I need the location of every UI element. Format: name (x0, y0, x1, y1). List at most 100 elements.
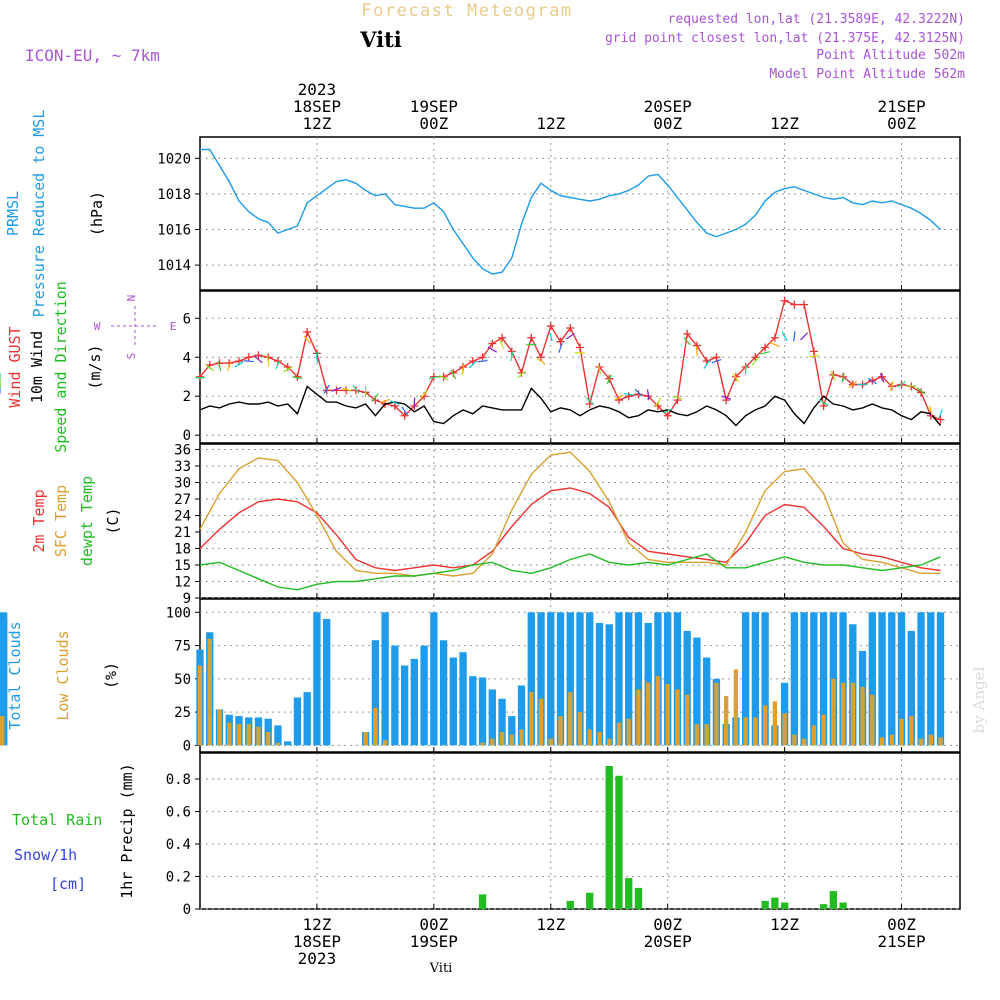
wind-direction-arrow (800, 332, 809, 341)
bar-total-clouds (284, 741, 292, 746)
bar-low-clouds (840, 682, 846, 746)
wind-direction-arrow (389, 400, 400, 405)
wind-direction-arrow (916, 387, 926, 395)
bar-total-clouds (907, 630, 915, 746)
bar-total-clouds (790, 612, 799, 746)
y-tick-label: 12 (174, 575, 191, 591)
bar-low-clouds (363, 732, 368, 746)
bar-low-clouds (207, 638, 212, 746)
bar-total-rain (615, 775, 623, 909)
wind-direction-arrow (234, 361, 244, 368)
gust-point (390, 401, 399, 410)
bar-total-clouds (0, 612, 8, 746)
bar-total-rain (634, 887, 643, 909)
wind-direction-arrow (380, 398, 391, 403)
gust-point (254, 351, 263, 360)
panel-frame (199, 443, 961, 599)
gust-point (576, 343, 584, 352)
bar-low-clouds (801, 738, 807, 746)
gust-point (478, 353, 487, 362)
wind-direction-arrow (536, 357, 546, 365)
bar-low-clouds (480, 742, 485, 746)
bar-total-clouds (303, 692, 311, 746)
bottom-time-label: 00Z (419, 915, 448, 934)
gust-point (624, 392, 633, 401)
bar-total-clouds (323, 618, 331, 746)
y-tick-label: 1016 (157, 223, 191, 239)
bar-low-clouds (723, 696, 729, 746)
bar-total-clouds (634, 612, 643, 746)
bar-low-clouds (266, 732, 271, 746)
requested-coords: requested lon,lat (21.3589E, 42.3222N) (668, 12, 965, 27)
bottom-time-label: 2023 (298, 949, 337, 968)
wind-direction-arrow (275, 359, 281, 370)
y-tick-label: 75 (174, 639, 191, 655)
series-line-10m-wind (199, 385, 942, 427)
bar-total-clouds (488, 689, 496, 746)
y-axis-label: PRMSL (4, 191, 22, 236)
wind-direction-arrow (468, 360, 477, 369)
bar-low-clouds (899, 718, 904, 746)
bar-total-rain (478, 894, 487, 909)
bar-total-clouds (605, 624, 613, 746)
series-line-2m-temp (199, 487, 941, 572)
wind-direction-arrow (623, 392, 634, 396)
wind-direction-arrow (703, 359, 710, 369)
bar-total-clouds (410, 658, 419, 746)
y-tick-label: 2 (183, 389, 191, 405)
gust-point (780, 296, 789, 305)
bar-low-clouds (256, 726, 261, 746)
bar-low-clouds (636, 689, 641, 746)
bar-total-clouds (936, 612, 945, 746)
y-tick-label: 6 (183, 311, 191, 327)
wind-direction-arrow (371, 393, 379, 402)
model-label: ICON-EU, ~ 7km (25, 46, 160, 65)
chart-title: Forecast Meteogram (361, 1, 572, 21)
wind-direction-arrow (879, 372, 885, 383)
bar-total-clouds (469, 676, 477, 746)
series-line-prmsl (200, 148, 941, 275)
bar-total-clouds (556, 612, 565, 746)
bar-total-clouds (917, 612, 925, 746)
gust-point (809, 347, 818, 356)
grid-point-coords: grid point closest lon,lat (21.375E, 42.… (605, 31, 965, 46)
wind-direction-arrow (517, 370, 526, 379)
bar-low-clouds (587, 729, 592, 746)
bar-total-clouds (897, 612, 906, 746)
gust-point (537, 353, 546, 362)
bar-total-clouds (313, 612, 321, 746)
wind-direction-arrow (585, 397, 594, 405)
wind-direction-arrow (292, 376, 303, 380)
bar-low-clouds (918, 738, 924, 746)
bar-low-clouds (675, 689, 680, 746)
bar-low-clouds (236, 724, 242, 746)
bar-total-rain (780, 902, 789, 909)
bar-low-clouds (548, 738, 553, 746)
top-time-label: 12Z (302, 114, 331, 133)
bar-total-clouds (800, 612, 808, 746)
gust-point (761, 343, 770, 352)
y-axis-label: Total Clouds (6, 621, 24, 729)
wind-direction-arrow (401, 406, 408, 416)
wind-direction-arrow (548, 331, 553, 342)
bar-total-clouds (878, 612, 886, 746)
compass-south: S (125, 353, 138, 360)
wind-direction-arrow (499, 339, 505, 350)
y-tick-label: 0.8 (166, 772, 191, 788)
y-tick-label: 18 (174, 542, 191, 558)
wind-direction-arrow (428, 376, 439, 380)
top-time-label: 18SEP (293, 97, 341, 116)
top-time-label: 20SEP (644, 97, 692, 116)
wind-direction-arrow (606, 374, 612, 385)
y-axis-label: dewpt Temp (78, 476, 96, 566)
bottom-time-label: 12Z (302, 915, 331, 934)
bar-low-clouds (577, 712, 583, 746)
bar-low-clouds (694, 724, 700, 746)
bar-low-clouds (870, 694, 875, 746)
bar-low-clouds (762, 705, 768, 746)
bar-low-clouds (792, 734, 797, 746)
wind-direction-arrow (487, 346, 497, 353)
bar-low-clouds (529, 692, 534, 746)
y-tick-label: 100 (166, 605, 191, 621)
y-axis-label: 2m Temp (30, 489, 48, 552)
